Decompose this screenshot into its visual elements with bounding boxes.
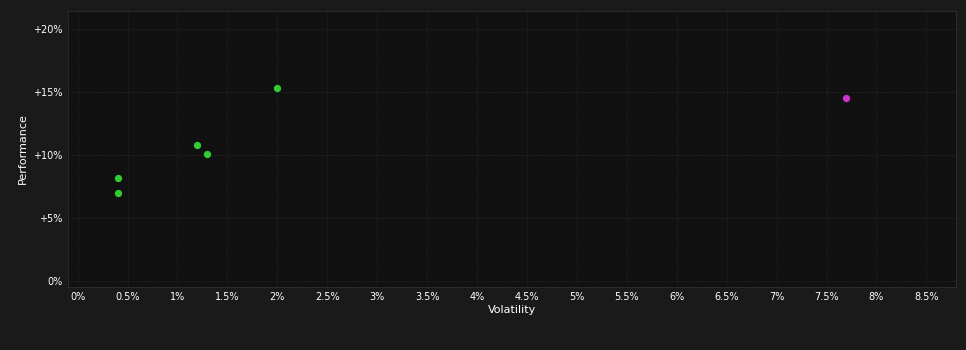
Y-axis label: Performance: Performance xyxy=(17,113,28,184)
Point xyxy=(110,175,126,181)
Point xyxy=(838,96,854,101)
Point xyxy=(200,151,215,156)
X-axis label: Volatility: Volatility xyxy=(488,304,536,315)
Point xyxy=(189,142,205,148)
Point xyxy=(270,86,285,91)
Point xyxy=(110,190,126,196)
